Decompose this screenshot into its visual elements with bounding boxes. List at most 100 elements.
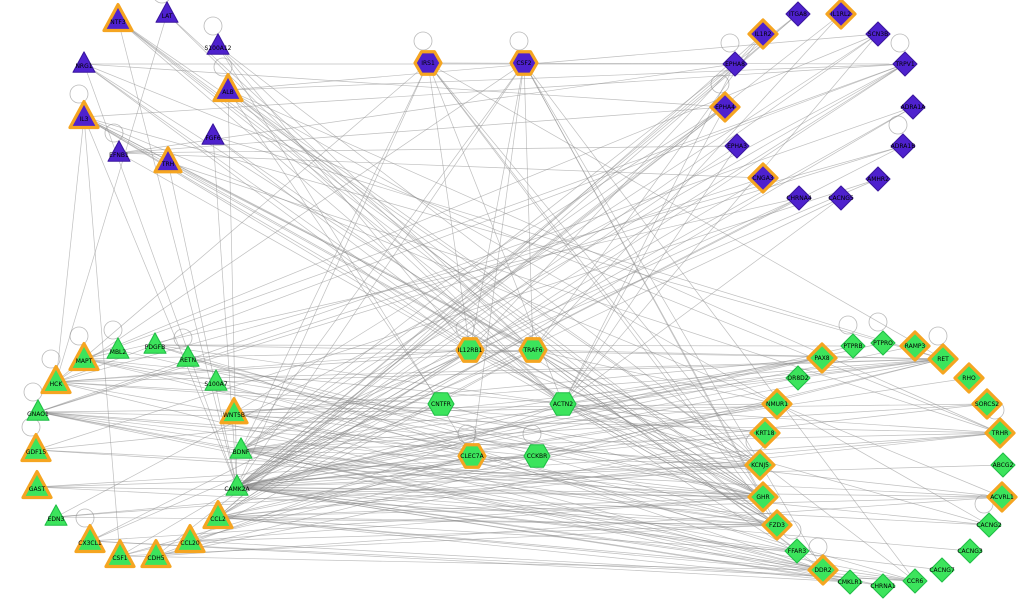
node-ABCG2[interactable]: ABCG2 bbox=[990, 452, 1016, 478]
triangle-shape bbox=[174, 523, 206, 554]
edge-CCL2-GHR bbox=[217, 496, 764, 518]
node-RET[interactable]: RET bbox=[927, 343, 959, 375]
edge-CCL2-ACVRL1 bbox=[217, 496, 1003, 518]
node-CACNG2[interactable]: CACNG2 bbox=[976, 512, 1002, 538]
edges-layer bbox=[35, 13, 1004, 587]
diamond-shape bbox=[902, 568, 928, 594]
edge-BDNF-TRHR bbox=[240, 432, 1001, 451]
diamond-shape bbox=[747, 162, 779, 194]
self-loop-PTPRB bbox=[838, 315, 858, 335]
node-EPHA3[interactable]: EPHA3 bbox=[724, 133, 750, 159]
diamond-shape bbox=[899, 330, 931, 362]
node-AMHR2[interactable]: AMHR2 bbox=[865, 166, 891, 192]
node-PTPRO[interactable]: PTPRO bbox=[870, 330, 896, 356]
edge-NRG1-EPHA4 bbox=[83, 63, 726, 108]
triangle-shape bbox=[206, 33, 230, 55]
edge-FGF6-CAMK2A bbox=[212, 135, 238, 488]
node-ADRA1B[interactable]: ADRA1B bbox=[890, 133, 916, 159]
edge-CCL2-NMUR1 bbox=[217, 403, 778, 518]
edge-CLEC7A-CCL20 bbox=[189, 455, 473, 542]
node-CACNG3[interactable]: CACNG3 bbox=[957, 538, 983, 564]
node-ADRA1A[interactable]: ADRA1A bbox=[900, 94, 927, 120]
node-CX3CL1[interactable]: CX3CL1 bbox=[74, 523, 106, 554]
node-CMKLR1[interactable]: CMKLR1 bbox=[837, 569, 863, 595]
node-CCR6[interactable]: CCR6 bbox=[902, 568, 928, 594]
node-IL12RB1[interactable]: IL12RB1 bbox=[455, 337, 485, 363]
triangle-shape bbox=[102, 2, 134, 33]
diamond-shape bbox=[929, 557, 955, 583]
node-GAST[interactable]: GAST bbox=[21, 470, 53, 500]
triangle-shape bbox=[68, 99, 100, 130]
node-FFAR3[interactable]: FFAR3 bbox=[784, 538, 810, 564]
edge-TRH-GHR bbox=[167, 161, 764, 498]
edge-CAMK2A-OR8D2 bbox=[236, 377, 799, 488]
hexagon-shape bbox=[523, 444, 551, 468]
node-CHRNA4[interactable]: CHRNA4 bbox=[786, 185, 812, 211]
node-S100A12[interactable]: S100A12 bbox=[205, 33, 232, 55]
edge-CSF2-CAMK2A bbox=[236, 62, 525, 488]
node-SORCS2[interactable]: SORCS2 bbox=[971, 388, 1003, 420]
node-TRHR[interactable]: TRHR bbox=[984, 417, 1016, 449]
self-loop-DDR2 bbox=[808, 537, 828, 557]
edge-CAMK2A-ACVRL1 bbox=[236, 486, 1003, 498]
diamond-shape bbox=[865, 21, 891, 47]
edge-IL3-FZD3 bbox=[83, 116, 778, 526]
edge-WNT5B-PAX8 bbox=[233, 357, 823, 414]
edge-ADRA1A-CCL2 bbox=[217, 106, 914, 518]
self-loop-CLEC7A bbox=[457, 424, 477, 444]
edge-CSF2-IL12RB1 bbox=[469, 62, 525, 351]
node-NMUR1[interactable]: NMUR1 bbox=[761, 388, 793, 420]
node-TRAF6[interactable]: TRAF6 bbox=[518, 337, 548, 363]
edge-CAMK2A-PTPRB bbox=[236, 345, 854, 488]
edge-CSF2-HCK bbox=[55, 62, 525, 383]
node-FGF6[interactable]: FGF6 bbox=[201, 123, 225, 145]
node-ITGA8[interactable]: ITGA8 bbox=[785, 1, 811, 27]
edge-IL12RB1-CSF1 bbox=[119, 349, 471, 557]
self-loop-S100A12 bbox=[203, 16, 223, 36]
edge-CDH5-ACVRL1 bbox=[155, 496, 1003, 557]
edge-WNT5B-ACVRL1 bbox=[233, 412, 1003, 498]
node-TRH[interactable]: TRH bbox=[153, 146, 183, 174]
node-NRG1[interactable]: NRG1 bbox=[72, 51, 96, 73]
node-IL3[interactable]: IL3 bbox=[68, 99, 100, 130]
node-CLEC7A[interactable]: CLEC7A bbox=[457, 443, 487, 469]
node-SCN3B[interactable]: SCN3B bbox=[865, 21, 891, 47]
node-CSF2[interactable]: CSF2 bbox=[509, 50, 539, 76]
edge-IRS1-RET bbox=[427, 62, 944, 360]
edge-IL3-CAMK2A bbox=[83, 116, 238, 488]
node-IRS1[interactable]: IRS1 bbox=[413, 50, 443, 76]
node-PTPRB[interactable]: PTPRB bbox=[840, 333, 866, 359]
node-CACNG7[interactable]: CACNG7 bbox=[929, 557, 955, 583]
edge-IRS1-KCNJ5 bbox=[427, 62, 761, 466]
node-NTF3[interactable]: NTF3 bbox=[102, 2, 134, 33]
node-KRT18[interactable]: KRT18 bbox=[749, 417, 781, 449]
node-GNAO1[interactable]: GNAO1 bbox=[26, 399, 50, 421]
node-LAT[interactable]: LAT bbox=[155, 1, 179, 23]
node-EDN3[interactable]: EDN3 bbox=[44, 504, 68, 526]
node-IL1R2[interactable]: IL1R2 bbox=[747, 18, 779, 50]
edge-EPHA4-BDNF bbox=[240, 106, 726, 451]
node-EFNB1[interactable]: EFNB1 bbox=[107, 140, 131, 162]
triangle-shape bbox=[212, 72, 244, 103]
edge-NTF3-CAMK2A bbox=[117, 19, 238, 488]
edge-WNT5B-DDR2 bbox=[233, 412, 824, 571]
node-CACNG5[interactable]: CACNG5 bbox=[828, 185, 854, 211]
edge-EFNB1-EPHA3 bbox=[118, 145, 738, 154]
edge-GAST-GHR bbox=[36, 486, 764, 498]
node-RAMP3[interactable]: RAMP3 bbox=[899, 330, 931, 362]
node-GDF15[interactable]: GDF15 bbox=[20, 433, 52, 463]
edge-CCL20-FZD3 bbox=[189, 524, 778, 542]
edge-CCL2-DDR2 bbox=[217, 516, 824, 571]
node-RHO[interactable]: RHO bbox=[953, 362, 985, 394]
triangle-shape bbox=[155, 1, 179, 23]
node-IL1RL2[interactable]: IL1RL2 bbox=[825, 0, 857, 30]
node-TRPV1[interactable]: TRPV1 bbox=[892, 51, 918, 77]
edge-CAMK2A-CMKLR1 bbox=[236, 486, 851, 583]
diamond-shape bbox=[785, 365, 811, 391]
self-loop-EPHA8 bbox=[720, 33, 740, 53]
edge-ALB-FZD3 bbox=[227, 89, 778, 526]
edge-EFNB1-EPHA4 bbox=[118, 106, 726, 154]
node-WNT5B[interactable]: WNT5B bbox=[219, 397, 249, 425]
diamond-shape bbox=[744, 449, 776, 481]
